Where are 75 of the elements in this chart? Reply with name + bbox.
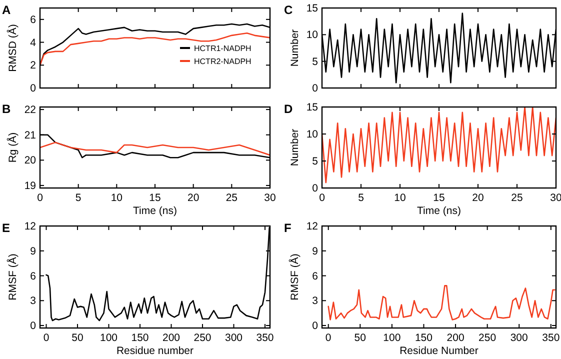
y-tick-label: 3 xyxy=(30,295,36,308)
y-tick-label: 3 xyxy=(312,295,318,308)
chart-title: F xyxy=(284,221,292,235)
y-axis-title: Number xyxy=(289,28,301,67)
y-axis-title: RMSF (Å) xyxy=(6,254,19,300)
y-tick-label: 21 xyxy=(24,129,36,142)
y-tick-label: 15 xyxy=(306,2,318,14)
y-tick-label: 10 xyxy=(306,29,318,42)
chart-title: E xyxy=(2,221,10,235)
x-tick-label: 5 xyxy=(75,192,82,204)
y-tick-label: 2 xyxy=(30,60,36,72)
y-tick-label: 0 xyxy=(30,320,36,332)
y-tick-label: 6 xyxy=(30,14,36,26)
x-tick-label: 200 xyxy=(162,332,180,344)
x-tick-label: 300 xyxy=(224,332,243,344)
y-tick-label: 0 xyxy=(312,320,318,332)
line-series xyxy=(322,107,556,184)
x-axis-title: Residue Number xyxy=(400,345,479,357)
x-tick-label: 50 xyxy=(72,332,84,344)
y-tick-label: 5 xyxy=(312,156,318,168)
y-tick-label: 22 xyxy=(24,104,36,116)
y-tick-label: 9 xyxy=(312,245,318,258)
x-tick-label: 0 xyxy=(43,332,50,344)
y-axis-title: Rg (Å) xyxy=(6,132,19,163)
line-series xyxy=(328,285,556,320)
y-tick-label: 12 xyxy=(24,220,36,232)
x-tick-label: 5 xyxy=(358,192,364,204)
chart-title: C xyxy=(284,3,293,17)
x-tick-label: 20 xyxy=(187,192,200,204)
y-axis-title: Number xyxy=(289,128,301,166)
x-tick-label: 30 xyxy=(264,192,276,204)
legend-label: HCTR2-NADPH xyxy=(194,57,252,66)
x-tick-label: 350 xyxy=(256,332,274,344)
y-tick-label: 5 xyxy=(312,56,318,68)
x-axis-title: Time (ns) xyxy=(417,205,461,217)
x-tick-label: 0 xyxy=(325,332,332,344)
y-tick-label: 6 xyxy=(30,270,36,282)
x-tick-label: 300 xyxy=(510,332,528,344)
y-tick-label: 20 xyxy=(24,154,36,167)
y-tick-label: 0 xyxy=(312,82,318,94)
line-series xyxy=(40,142,270,156)
x-tick-label: 200 xyxy=(446,332,464,344)
x-tick-label: 350 xyxy=(542,332,560,344)
y-tick-label: 6 xyxy=(312,270,318,282)
x-tick-label: 250 xyxy=(478,332,496,344)
y-axis-title: RMSF (Å) xyxy=(288,254,301,300)
x-tick-label: 25 xyxy=(511,192,523,204)
x-axis-title: Residue number xyxy=(116,345,194,357)
x-tick-label: 50 xyxy=(354,332,366,344)
y-tick-label: 19 xyxy=(24,180,36,192)
y-tick-label: 12 xyxy=(306,220,318,232)
x-tick-label: 15 xyxy=(433,192,445,204)
x-tick-label: 25 xyxy=(226,192,238,204)
x-tick-label: 150 xyxy=(131,332,149,344)
line-series xyxy=(40,32,270,66)
x-tick-label: 150 xyxy=(414,332,433,344)
y-tick-label: 4 xyxy=(30,36,36,49)
chart-title: A xyxy=(2,3,11,17)
y-axis-title: RMSD (Å) xyxy=(6,24,19,72)
y-tick-label: 10 xyxy=(306,128,318,140)
x-axis-title: Time (ns) xyxy=(133,205,177,217)
y-tick-label: 15 xyxy=(306,102,318,114)
x-tick-label: 100 xyxy=(100,332,118,344)
x-tick-label: 15 xyxy=(149,192,161,204)
x-tick-label: 10 xyxy=(394,192,406,204)
y-tick-label: 9 xyxy=(30,245,36,258)
x-tick-label: 10 xyxy=(110,192,123,204)
y-tick-label: 0 xyxy=(312,182,318,194)
x-tick-label: 100 xyxy=(383,332,401,344)
x-tick-label: 20 xyxy=(472,192,484,204)
x-tick-label: 250 xyxy=(194,332,212,344)
chart-title: B xyxy=(2,102,11,116)
legend-label: HCTR1-NADPH xyxy=(194,44,252,53)
chart-title: D xyxy=(284,102,293,116)
y-tick-label: 0 xyxy=(30,82,36,94)
